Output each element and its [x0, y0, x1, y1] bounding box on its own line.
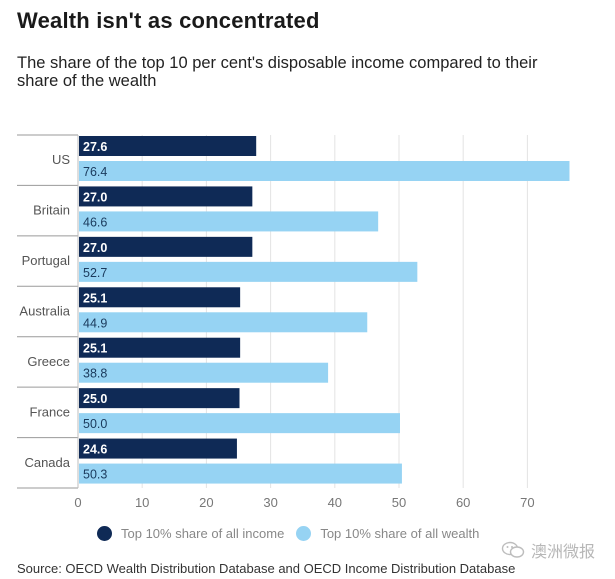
data-label: 50.0: [83, 417, 107, 431]
data-label: 25.1: [83, 342, 107, 356]
data-label: 27.0: [83, 190, 107, 204]
legend-swatch-income: [97, 525, 112, 541]
bar-wealth: [79, 161, 570, 181]
source-note: Source: OECD Wealth Distribution Databas…: [17, 561, 516, 576]
legend-item-wealth: Top 10% share of all wealth: [296, 525, 480, 541]
chart-title: Wealth isn't as concentrated: [17, 8, 320, 33]
x-tick-label: 10: [135, 495, 149, 510]
category-label: Greece: [27, 354, 70, 369]
data-label: 24.6: [83, 443, 107, 457]
category-axis: US Britain Portugal Australia Greece France Ca…: [17, 134, 79, 489]
data-label: 27.6: [83, 140, 107, 154]
x-tick-label: 30: [263, 495, 277, 510]
bar-income: [79, 236, 253, 257]
watermark: 澳洲微报: [501, 538, 595, 562]
data-label: 52.7: [83, 266, 107, 280]
legend: Top 10% share of all income Top 10% shar…: [97, 524, 491, 542]
data-label: 25.1: [83, 291, 107, 305]
bar-wealth: [79, 413, 400, 434]
wechat-icon: [501, 541, 525, 558]
bar-income: [79, 388, 240, 409]
legend-item-income: Top 10% share of all income: [97, 525, 285, 541]
x-tick-label: 60: [456, 495, 470, 510]
data-label: 76.4: [83, 165, 107, 179]
bar-wealth: [79, 211, 379, 232]
data-label: 27.0: [83, 241, 107, 255]
bar-income: [79, 337, 241, 358]
category-label: Britain: [33, 203, 70, 218]
data-label: 44.9: [83, 316, 107, 330]
bar-wealth: [79, 362, 329, 383]
data-label: 38.8: [83, 367, 107, 381]
bar-income: [79, 186, 253, 207]
x-tick-label: 40: [328, 495, 342, 510]
x-tick-label: 70: [520, 495, 534, 510]
x-tick-label: 20: [199, 495, 213, 510]
category-label: US: [52, 152, 70, 167]
category-label: Australia: [19, 304, 70, 319]
bar-layer: 27.6 76.4 27.0 46.6 27.0 52.7 25.1 44.9 25.1 38.8…: [79, 136, 570, 484]
bar-wealth: [79, 463, 402, 484]
x-tick-label: 50: [392, 495, 406, 510]
legend-label-income: Top 10% share of all income: [121, 525, 285, 541]
legend-label-wealth: Top 10% share of all wealth: [320, 525, 480, 541]
chart-subtitle: The share of the top 10 per cent's dispo…: [17, 54, 538, 90]
data-label: 46.6: [83, 215, 107, 229]
x-axis: 0 10 20 30 40 50 60 70: [74, 495, 534, 510]
x-tick-label: 0: [74, 495, 81, 510]
category-label: Portugal: [22, 253, 71, 268]
category-label: Canada: [24, 455, 70, 470]
category-label: France: [30, 404, 70, 419]
data-label: 50.3: [83, 468, 107, 482]
data-label: 25.0: [83, 392, 107, 406]
bar-wealth: [79, 312, 368, 333]
legend-swatch-wealth: [296, 525, 312, 541]
bar-income: [79, 287, 241, 308]
bar-wealth: [79, 261, 418, 282]
bar-income: [79, 438, 237, 459]
bar-income: [79, 136, 257, 156]
watermark-text: 澳洲微报: [530, 544, 595, 561]
